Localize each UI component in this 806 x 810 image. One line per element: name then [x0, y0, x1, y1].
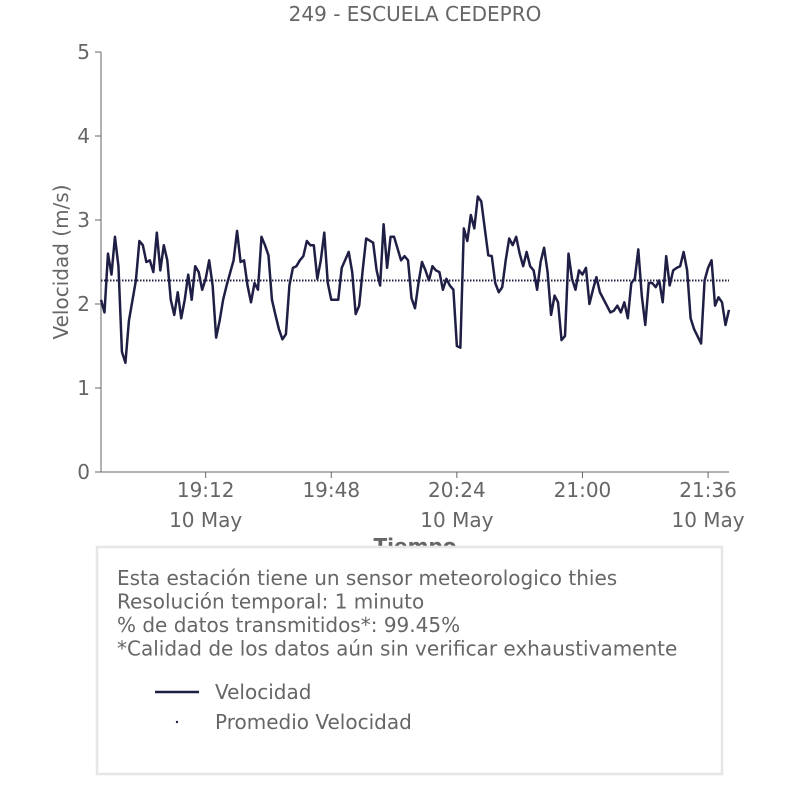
x-tick-label: 21:00: [554, 478, 612, 502]
y-tick-label: 2: [77, 292, 90, 316]
y-tick-label: 3: [77, 208, 90, 232]
x-tick-date: 10 May: [169, 508, 242, 532]
y-tick-label: 1: [77, 376, 90, 400]
data-line: [99, 195, 731, 365]
x-tick-date: 10 May: [671, 508, 744, 532]
legend-label: Velocidad: [215, 680, 311, 704]
x-tick-date: 10 May: [420, 508, 493, 532]
x-tick-label: 21:36: [679, 478, 737, 502]
y-tick-label: 5: [77, 40, 90, 64]
y-axis-label: Velocidad (m/s): [49, 184, 73, 339]
legend-dot: [175, 720, 179, 724]
y-tick-label: 4: [77, 124, 90, 148]
legend-label: Promedio Velocidad: [215, 710, 412, 734]
x-tick-label: 20:24: [428, 478, 486, 502]
chart-title: 249 - ESCUELA CEDEPRO: [289, 2, 542, 26]
x-tick-label: 19:12: [177, 478, 235, 502]
x-tick-label: 19:48: [302, 478, 360, 502]
info-text: Esta estación tiene un sensor meteorolog…: [117, 566, 617, 590]
y-tick-label: 0: [77, 460, 90, 484]
info-text: % de datos transmitidos*: 99.45%: [117, 613, 460, 637]
info-text: *Calidad de los datos aún sin verificar …: [117, 637, 677, 661]
info-box: [95, 545, 724, 776]
info-text: Resolución temporal: 1 minuto: [117, 590, 424, 614]
